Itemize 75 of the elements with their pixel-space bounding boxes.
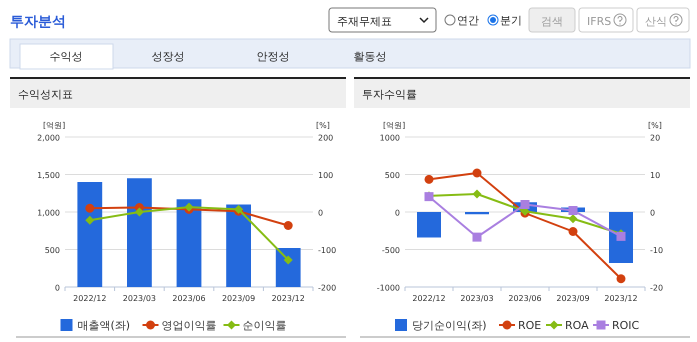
point	[424, 174, 434, 184]
point	[284, 256, 293, 264]
y2-tick-label: -20	[650, 284, 664, 292]
point	[616, 274, 626, 284]
text: 연간	[457, 14, 479, 27]
point	[616, 232, 626, 241]
chart-title: 투자수익률	[362, 88, 417, 101]
y-tick-label: 0	[54, 284, 60, 292]
text: 검색	[541, 15, 563, 28]
x-tick-label: 2023/06	[172, 294, 206, 303]
bar	[226, 204, 251, 287]
legend-label: 순이익률	[242, 319, 286, 332]
point	[568, 214, 578, 224]
y2-tick-label: 0	[318, 208, 324, 218]
y2-tick-label: -200	[318, 284, 336, 292]
text: 산식	[645, 15, 667, 28]
legend-label: 영업이익률	[162, 319, 216, 332]
y2-tick-label: -100	[318, 246, 336, 255]
text: 분기	[500, 14, 522, 27]
chart-title: 수익성지표	[18, 88, 73, 101]
y2-tick-label: 10	[650, 171, 660, 180]
y2-tick-label: 100	[318, 171, 334, 180]
point	[85, 204, 94, 213]
y2-tick-label: 200	[318, 134, 334, 142]
text: 성장성	[152, 50, 184, 63]
text: 주재무제표	[337, 15, 392, 28]
y2-tick-label: -10	[650, 246, 664, 255]
y-tick-label: 1,000	[37, 208, 60, 218]
point	[472, 190, 482, 198]
text: IFRS	[587, 15, 612, 28]
legend-label: 매출액(좌)	[78, 319, 130, 332]
legend-label: ROIC	[612, 319, 640, 332]
y-tick-label: -500	[382, 246, 400, 255]
y-tick-label: 2,000	[37, 134, 60, 142]
y-tick-label: 500	[44, 246, 60, 255]
point	[134, 208, 144, 216]
point	[568, 206, 578, 215]
x-tick-label: 2023/03	[122, 294, 156, 303]
bar	[127, 178, 152, 287]
y-tick-label: 1,500	[37, 171, 60, 180]
bar	[417, 212, 441, 238]
bar	[276, 248, 301, 287]
y-axis-title: [억원]	[383, 121, 406, 130]
legend-label: ROE	[518, 319, 542, 332]
x-tick-label: 2022/12	[73, 294, 106, 303]
x-tick-label: 2023/12	[272, 294, 305, 303]
point	[472, 232, 482, 242]
point	[85, 216, 94, 225]
bar	[176, 199, 202, 287]
y2-tick-label: 20	[650, 134, 660, 142]
text: 안정성	[256, 50, 290, 63]
y-axis-title: [억원]	[43, 121, 66, 130]
x-tick-label: 2023/03	[460, 294, 494, 303]
x-tick-label: 2023/09	[556, 294, 590, 303]
text: 투자분석	[10, 14, 66, 30]
point	[568, 227, 578, 236]
legend-label: 당기순이익(좌)	[412, 319, 487, 332]
x-tick-label: 2023/09	[222, 294, 256, 303]
text: 수익성	[50, 50, 82, 63]
y2-axis-title: [%]	[648, 121, 662, 130]
y-tick-label: 1000	[380, 134, 400, 142]
y-tick-label: -1000	[376, 284, 400, 292]
point	[284, 221, 293, 230]
y-tick-label: 0	[394, 208, 400, 218]
x-tick-label: 2023/12	[604, 294, 638, 303]
y2-tick-label: 0	[650, 208, 656, 218]
x-tick-label: 2022/12	[412, 294, 446, 303]
bar	[609, 212, 633, 263]
legend-label: ROA	[565, 319, 590, 332]
x-tick-label: 2023/06	[508, 294, 542, 303]
point	[472, 168, 482, 178]
y-tick-label: 500	[384, 171, 400, 180]
y2-axis-title: [%]	[316, 121, 330, 130]
text: 활동성	[354, 50, 386, 63]
bar	[77, 182, 102, 287]
